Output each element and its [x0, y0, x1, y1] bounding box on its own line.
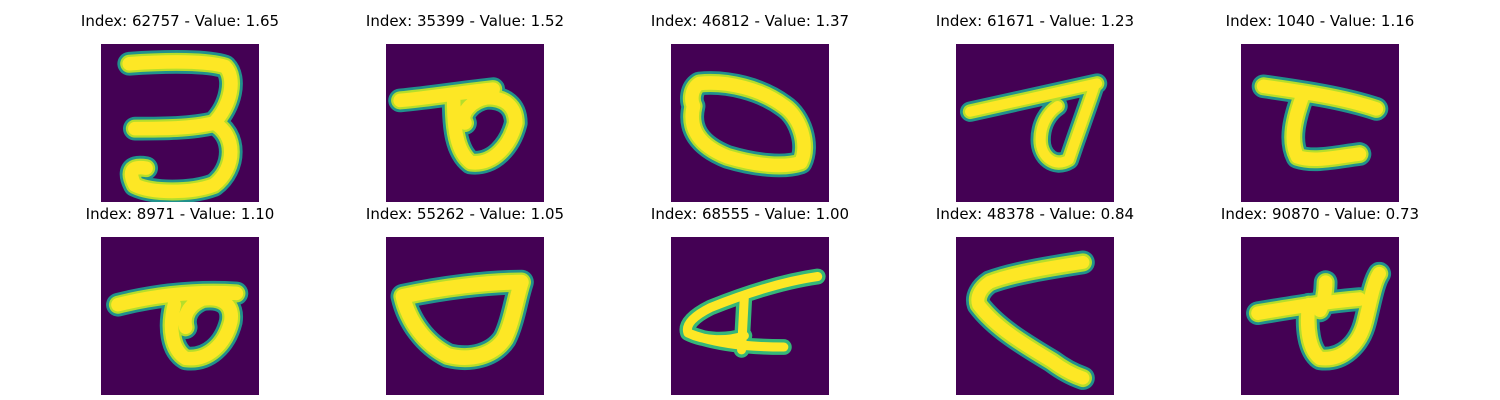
panel-3: Index: 46812 - Value: 1.37: [635, 10, 865, 202]
panel-title: Index: 68555 - Value: 1.00: [650, 205, 850, 223]
panel-title: Index: 35399 - Value: 1.52: [365, 12, 565, 30]
digit-image: [386, 44, 544, 202]
panel-1: Index: 62757 - Value: 1.65: [65, 10, 295, 202]
digit-image: [101, 237, 259, 395]
digit-image: [956, 44, 1114, 202]
panel-title: Index: 61671 - Value: 1.23: [935, 12, 1135, 30]
panel-2: Index: 35399 - Value: 1.52: [350, 10, 580, 202]
panel-title: Index: 90870 - Value: 0.73: [1220, 205, 1420, 223]
panel-title: Index: 8971 - Value: 1.10: [85, 205, 275, 223]
panel-6: Index: 8971 - Value: 1.10: [65, 203, 295, 395]
panel-title: Index: 48378 - Value: 0.84: [935, 205, 1135, 223]
panel-4: Index: 61671 - Value: 1.23: [920, 10, 1150, 202]
digit-image: [1241, 44, 1399, 202]
panel-title: Index: 46812 - Value: 1.37: [650, 12, 850, 30]
digit-image: [671, 44, 829, 202]
digit-image: [956, 237, 1114, 395]
digit-image: [1241, 237, 1399, 395]
panel-5: Index: 1040 - Value: 1.16: [1205, 10, 1435, 202]
panel-7: Index: 55262 - Value: 1.05: [350, 203, 580, 395]
digit-image: [101, 44, 259, 202]
panel-title: Index: 55262 - Value: 1.05: [365, 205, 565, 223]
panel-8: Index: 68555 - Value: 1.00: [635, 203, 865, 395]
panel-title: Index: 1040 - Value: 1.16: [1225, 12, 1415, 30]
digit-image: [386, 237, 544, 395]
digit-image: [671, 237, 829, 395]
panel-title: Index: 62757 - Value: 1.65: [80, 12, 280, 30]
panel-10: Index: 90870 - Value: 0.73: [1205, 203, 1435, 395]
panel-9: Index: 48378 - Value: 0.84: [920, 203, 1150, 395]
